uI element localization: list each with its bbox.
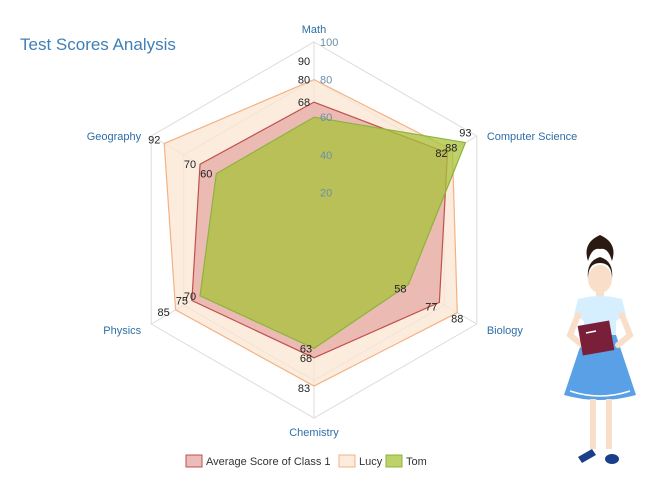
tick-label: 40 (320, 150, 332, 162)
axis-label: Chemistry (289, 427, 339, 439)
legend-label: Average Score of Class 1 (206, 456, 331, 468)
legend-item[interactable]: Lucy (338, 454, 383, 468)
axis-label: Geography (87, 131, 142, 143)
axis-label: Computer Science (487, 131, 577, 143)
tick-label: 80 (320, 75, 332, 87)
legend-label: Lucy (359, 456, 383, 468)
student-girl-reading-icon (564, 235, 636, 464)
data-label: 68 (298, 97, 310, 109)
axis-label: Physics (103, 325, 141, 337)
data-label: 85 (157, 307, 169, 319)
series-area (199, 116, 467, 350)
data-label: 90 (298, 56, 310, 68)
axis-label: Math (302, 24, 326, 36)
data-label: 60 (200, 169, 212, 181)
tick-label: 60 (320, 112, 332, 124)
data-label: 92 (148, 135, 160, 147)
data-label: 88 (445, 142, 457, 154)
data-label: 58 (394, 284, 406, 296)
data-label: 68 (300, 353, 312, 365)
legend[interactable]: Average Score of Class 1 Lucy Tom (185, 454, 427, 468)
legend-item[interactable]: Tom (385, 454, 427, 468)
legend-item[interactable]: Average Score of Class 1 (185, 454, 331, 468)
legend-swatch (385, 454, 403, 468)
legend-label: Tom (406, 456, 427, 468)
data-label: 63 (300, 343, 312, 355)
data-label: 88 (451, 314, 463, 326)
tick-label: 20 (320, 187, 332, 199)
data-label: 80 (298, 75, 310, 87)
data-label: 83 (298, 383, 310, 395)
axis-label: Biology (487, 325, 524, 337)
legend-swatch (338, 454, 356, 468)
legend-swatch (185, 454, 203, 468)
data-label: 70 (184, 291, 196, 303)
tick-label: 100 (320, 37, 338, 49)
data-label: 75 (176, 296, 188, 308)
data-label: 82 (435, 148, 447, 160)
chart-title: Test Scores Analysis (20, 35, 176, 54)
series-areas (163, 78, 467, 387)
data-label: 77 (425, 301, 437, 313)
data-label: 93 (459, 128, 471, 140)
data-label: 70 (184, 159, 196, 171)
